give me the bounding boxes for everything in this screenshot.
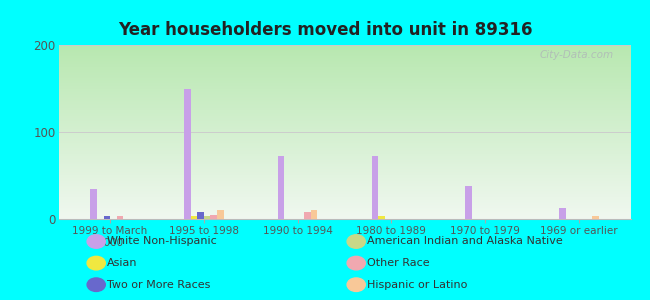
Bar: [217, 210, 224, 219]
Bar: [278, 156, 285, 219]
Bar: [184, 88, 190, 219]
Text: City-Data.com: City-Data.com: [540, 50, 614, 60]
Text: Asian: Asian: [107, 258, 138, 268]
Bar: [559, 208, 566, 219]
Text: Year householders moved into unit in 89316: Year householders moved into unit in 893…: [118, 21, 532, 39]
Bar: [304, 212, 311, 219]
Bar: [311, 210, 317, 219]
Text: Two or More Races: Two or More Races: [107, 280, 211, 290]
Bar: [592, 216, 599, 219]
Bar: [90, 188, 97, 219]
Bar: [211, 215, 217, 219]
Bar: [378, 216, 385, 219]
Bar: [372, 156, 378, 219]
Text: Other Race: Other Race: [367, 258, 430, 268]
Bar: [190, 216, 198, 219]
Text: White Non-Hispanic: White Non-Hispanic: [107, 236, 217, 247]
Text: Hispanic or Latino: Hispanic or Latino: [367, 280, 467, 290]
Bar: [103, 216, 110, 219]
Bar: [116, 216, 124, 219]
Bar: [198, 212, 204, 219]
Text: American Indian and Alaska Native: American Indian and Alaska Native: [367, 236, 563, 247]
Bar: [204, 215, 211, 219]
Bar: [465, 186, 472, 219]
